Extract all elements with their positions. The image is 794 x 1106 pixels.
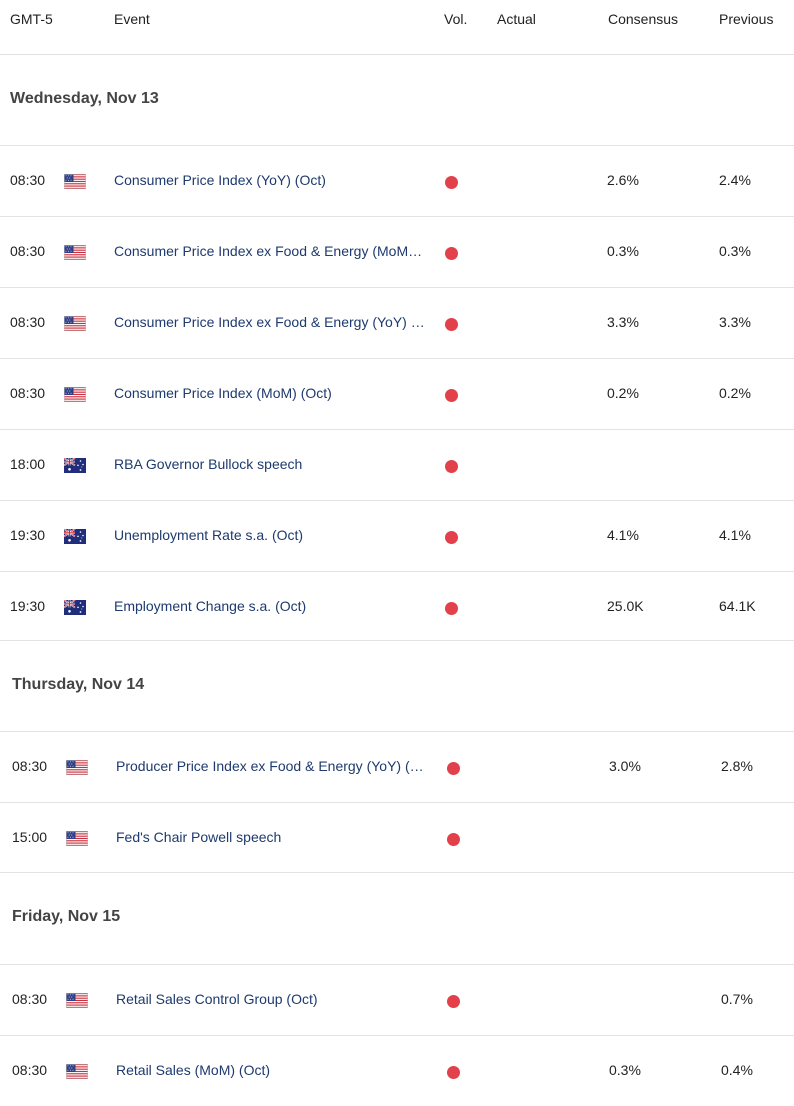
event-time: 08:30 xyxy=(10,385,46,401)
event-name-link[interactable]: Unemployment Rate s.a. (Oct) xyxy=(114,527,304,543)
consensus-value: 3.0% xyxy=(609,758,641,774)
consensus-value: 0.3% xyxy=(609,1062,641,1078)
table-row[interactable]: 19:30 Unemployment Rate s.a. (Oct) 4.1% 4.1… xyxy=(0,501,794,571)
row-divider xyxy=(0,640,794,641)
event-time: 08:30 xyxy=(12,991,48,1007)
table-header: GMT-5 Event Vol. Actual Consensus Previo… xyxy=(0,0,794,55)
row-divider xyxy=(0,287,794,288)
header-previous[interactable]: Previous xyxy=(719,11,774,27)
day-heading: Wednesday, Nov 13 xyxy=(10,90,159,107)
header-timezone: GMT-5 xyxy=(10,11,53,27)
row-divider xyxy=(0,731,794,732)
row-divider xyxy=(0,429,794,430)
event-time: 08:30 xyxy=(10,172,46,188)
table-row[interactable]: 18:00 RBA Governor Bullock speech xyxy=(0,430,794,500)
consensus-value: 4.1% xyxy=(607,527,639,543)
australia-flag-icon xyxy=(64,600,86,615)
high-volatility-dot-icon xyxy=(447,762,460,775)
table-row[interactable]: 08:30 Consumer Price Index (MoM) (Oct) 0.2… xyxy=(0,359,794,429)
high-volatility-dot-icon xyxy=(445,176,458,189)
high-volatility-dot-icon xyxy=(447,995,460,1008)
event-name-link[interactable]: Fed's Chair Powell speech xyxy=(116,829,282,845)
consensus-value: 25.0K xyxy=(607,598,644,614)
row-divider xyxy=(0,964,794,965)
table-row[interactable]: 08:30 Retail Sales Control Group (Oct) 0.7… xyxy=(0,965,794,1035)
event-name-link[interactable]: Retail Sales Control Group (Oct) xyxy=(116,991,318,1007)
table-row[interactable]: 08:30 Consumer Price Index (YoY) (Oct) 2.6… xyxy=(0,146,794,216)
table-row[interactable]: 08:30 Producer Price Index ex Food & Ener… xyxy=(0,732,794,802)
day-heading: Thursday, Nov 14 xyxy=(12,676,145,693)
event-time: 08:30 xyxy=(12,1062,48,1078)
australia-flag-icon xyxy=(64,529,86,544)
event-name-link[interactable]: RBA Governor Bullock speech xyxy=(114,456,303,472)
row-divider xyxy=(0,358,794,359)
us-flag-icon xyxy=(64,316,86,331)
table-row[interactable]: 08:30 Retail Sales (MoM) (Oct) 0.3% 0.4% xyxy=(0,1036,794,1106)
previous-value: 0.4% xyxy=(721,1062,753,1078)
consensus-value: 2.6% xyxy=(607,172,639,188)
high-volatility-dot-icon xyxy=(445,318,458,331)
event-name-link[interactable]: Consumer Price Index ex Food & Energy (Y… xyxy=(114,314,425,330)
consensus-value: 3.3% xyxy=(607,314,639,330)
row-divider xyxy=(0,872,794,873)
table-row[interactable]: 08:30 Consumer Price Index ex Food & Ener… xyxy=(0,288,794,358)
high-volatility-dot-icon xyxy=(445,531,458,544)
header-vol[interactable]: Vol. xyxy=(444,11,468,27)
us-flag-icon xyxy=(66,993,88,1008)
previous-value: 0.2% xyxy=(719,385,751,401)
event-name-link[interactable]: Consumer Price Index ex Food & Energy (M… xyxy=(114,243,423,259)
row-divider xyxy=(0,1035,794,1036)
event-time: 18:00 xyxy=(10,456,46,472)
event-name-link[interactable]: Producer Price Index ex Food & Energy (Y… xyxy=(116,758,424,774)
header-actual[interactable]: Actual xyxy=(497,11,536,27)
previous-value: 4.1% xyxy=(719,527,751,543)
row-divider xyxy=(0,216,794,217)
high-volatility-dot-icon xyxy=(447,1066,460,1079)
high-volatility-dot-icon xyxy=(445,460,458,473)
us-flag-icon xyxy=(64,387,86,402)
event-name-link[interactable]: Consumer Price Index (YoY) (Oct) xyxy=(114,172,326,188)
event-time: 19:30 xyxy=(10,598,46,614)
header-event[interactable]: Event xyxy=(114,11,150,27)
high-volatility-dot-icon xyxy=(445,389,458,402)
header-consensus[interactable]: Consensus xyxy=(608,11,679,27)
row-divider xyxy=(0,802,794,803)
table-row[interactable]: 08:30 Consumer Price Index ex Food & Ener… xyxy=(0,217,794,287)
us-flag-icon xyxy=(66,760,88,775)
day-heading: Friday, Nov 15 xyxy=(12,908,121,925)
event-time: 19:30 xyxy=(10,527,46,543)
us-flag-icon xyxy=(66,831,88,846)
event-time: 08:30 xyxy=(10,243,46,259)
us-flag-icon xyxy=(64,174,86,189)
event-time: 08:30 xyxy=(10,314,46,330)
australia-flag-icon xyxy=(64,458,86,473)
consensus-value: 0.3% xyxy=(607,243,639,259)
previous-value: 3.3% xyxy=(719,314,751,330)
us-flag-icon xyxy=(64,245,86,260)
row-divider xyxy=(0,571,794,572)
table-row[interactable]: 15:00 Fed's Chair Powell speech xyxy=(0,803,794,873)
row-divider xyxy=(0,500,794,501)
high-volatility-dot-icon xyxy=(445,602,458,615)
event-name-link[interactable]: Employment Change s.a. (Oct) xyxy=(114,598,307,614)
us-flag-icon xyxy=(66,1064,88,1079)
previous-value: 0.7% xyxy=(721,991,753,1007)
high-volatility-dot-icon xyxy=(445,247,458,260)
previous-value: 2.8% xyxy=(721,758,753,774)
consensus-value: 0.2% xyxy=(607,385,639,401)
high-volatility-dot-icon xyxy=(447,833,460,846)
event-name-link[interactable]: Retail Sales (MoM) (Oct) xyxy=(116,1062,271,1078)
previous-value: 2.4% xyxy=(719,172,751,188)
previous-value: 64.1K xyxy=(719,598,756,614)
event-time: 15:00 xyxy=(12,829,48,845)
table-row[interactable]: 19:30 Employment Change s.a. (Oct) 25.0K 64… xyxy=(0,572,794,642)
previous-value: 0.3% xyxy=(719,243,751,259)
event-name-link[interactable]: Consumer Price Index (MoM) (Oct) xyxy=(114,385,332,401)
row-divider xyxy=(0,145,794,146)
event-time: 08:30 xyxy=(12,758,48,774)
